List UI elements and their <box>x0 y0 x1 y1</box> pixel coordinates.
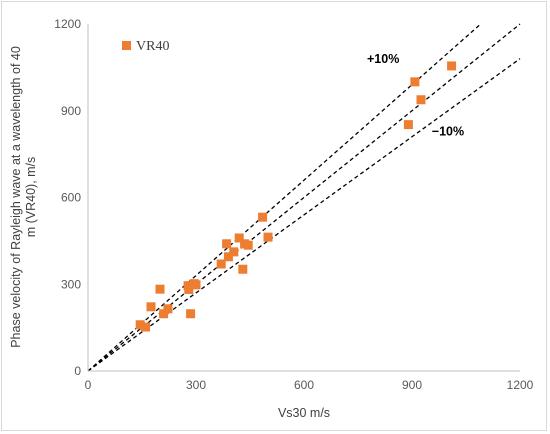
x-axis-title: Vs30 m/s <box>278 406 330 420</box>
data-points <box>135 61 457 332</box>
data-point <box>135 320 145 330</box>
y-tick-labels: 0 300 600 900 1200 <box>54 17 81 378</box>
reference-line <box>87 23 482 372</box>
data-point <box>163 304 173 314</box>
annotations: +10% −10% <box>367 52 464 138</box>
data-point <box>146 302 156 312</box>
reference-line <box>87 58 521 372</box>
data-point <box>216 259 226 269</box>
data-point <box>222 239 232 249</box>
x-tick-labels: 0 300 600 900 1200 <box>85 378 534 392</box>
y-axis-title-line-2: m (VR40), m/s <box>24 157 38 238</box>
data-point <box>447 61 457 71</box>
data-point <box>258 212 268 222</box>
data-point <box>416 95 426 105</box>
data-point <box>223 252 233 262</box>
y-tick-label: 1200 <box>54 17 81 31</box>
data-point <box>155 284 165 294</box>
y-tick-label: 900 <box>61 104 81 118</box>
data-point <box>229 247 239 257</box>
legend-marker <box>122 41 131 50</box>
y-tick-label: 0 <box>74 364 81 378</box>
annotation-label: −10% <box>432 124 464 138</box>
data-point <box>238 264 248 274</box>
data-point <box>191 280 201 290</box>
data-point <box>243 240 253 250</box>
x-tick-label: 300 <box>186 378 206 392</box>
y-tick-label: 300 <box>61 277 81 291</box>
data-point <box>141 322 151 332</box>
reference-line <box>87 23 521 372</box>
y-tick-label: 600 <box>61 191 81 205</box>
data-point <box>186 309 196 319</box>
data-point <box>159 309 169 319</box>
data-point <box>263 232 273 242</box>
x-tick-label: 900 <box>402 378 422 392</box>
reference-lines <box>87 23 521 372</box>
x-tick-label: 1200 <box>507 378 534 392</box>
data-point <box>403 120 413 130</box>
data-point <box>410 77 420 87</box>
y-axis-title-line-1: Phase velocity of Rayleigh wave at a wav… <box>9 46 23 348</box>
x-tick-label: 0 <box>85 378 92 392</box>
x-tick-label: 600 <box>294 378 314 392</box>
data-point <box>184 284 194 294</box>
data-point <box>234 233 244 243</box>
legend-label: VR40 <box>136 39 169 54</box>
annotation-label: +10% <box>367 52 399 66</box>
